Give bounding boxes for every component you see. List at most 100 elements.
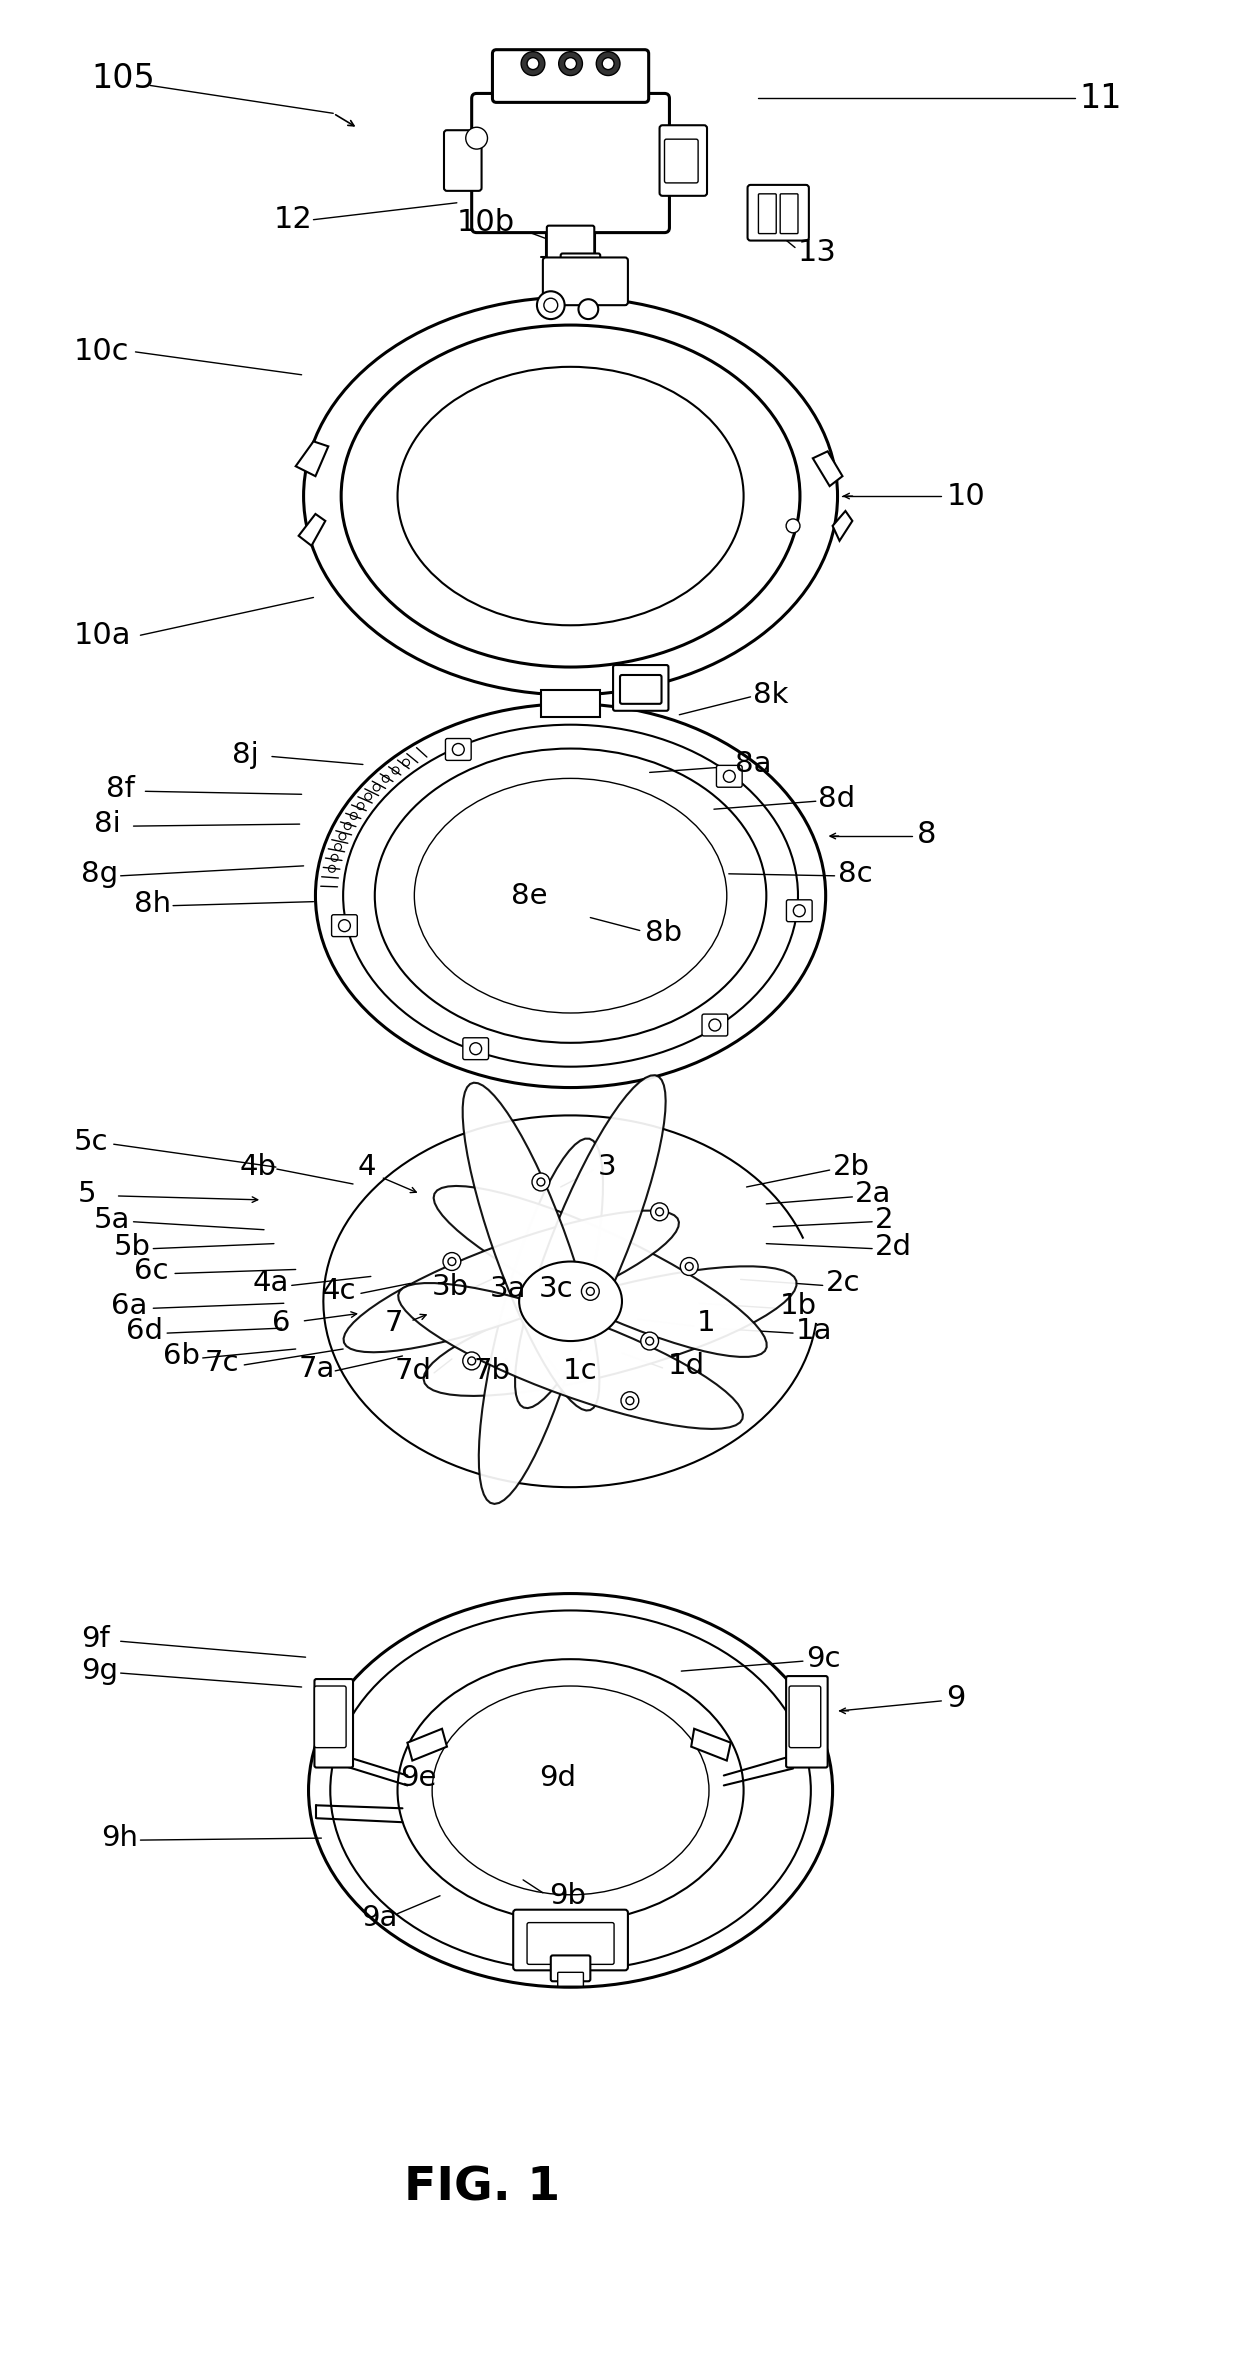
- Polygon shape: [343, 1212, 680, 1353]
- FancyBboxPatch shape: [558, 1972, 583, 1986]
- FancyBboxPatch shape: [786, 900, 812, 921]
- Circle shape: [641, 1332, 658, 1351]
- FancyBboxPatch shape: [780, 194, 799, 234]
- Circle shape: [651, 1202, 668, 1221]
- Text: 8: 8: [916, 820, 936, 848]
- Text: 105: 105: [91, 61, 155, 94]
- Circle shape: [448, 1257, 456, 1266]
- FancyBboxPatch shape: [445, 739, 471, 761]
- FancyBboxPatch shape: [547, 227, 594, 265]
- Text: 8k: 8k: [754, 680, 789, 709]
- FancyBboxPatch shape: [665, 139, 698, 182]
- Circle shape: [686, 1264, 693, 1271]
- Text: FIG. 1: FIG. 1: [403, 2166, 559, 2211]
- Circle shape: [537, 1179, 544, 1186]
- Text: 9c: 9c: [806, 1646, 841, 1672]
- FancyBboxPatch shape: [789, 1686, 821, 1748]
- Polygon shape: [691, 1729, 730, 1760]
- Circle shape: [339, 919, 351, 931]
- Circle shape: [466, 128, 487, 149]
- Text: 8c: 8c: [837, 860, 872, 888]
- Text: 9f: 9f: [81, 1625, 110, 1653]
- Circle shape: [453, 744, 464, 756]
- Text: 6a: 6a: [110, 1292, 148, 1320]
- Text: 6c: 6c: [134, 1257, 167, 1285]
- Polygon shape: [463, 1082, 599, 1410]
- FancyBboxPatch shape: [717, 765, 743, 787]
- Polygon shape: [299, 515, 325, 546]
- FancyBboxPatch shape: [513, 1911, 627, 1970]
- Text: 8i: 8i: [94, 810, 120, 839]
- FancyBboxPatch shape: [315, 1679, 353, 1767]
- Text: 8a: 8a: [735, 751, 771, 779]
- FancyBboxPatch shape: [492, 50, 649, 102]
- Circle shape: [537, 291, 564, 319]
- Circle shape: [532, 1174, 549, 1190]
- Text: 4c: 4c: [321, 1278, 356, 1306]
- FancyBboxPatch shape: [660, 125, 707, 196]
- Text: 6: 6: [272, 1309, 290, 1337]
- Text: 7d: 7d: [394, 1356, 432, 1384]
- Circle shape: [527, 57, 539, 68]
- Text: 8j: 8j: [232, 742, 259, 768]
- Ellipse shape: [308, 697, 833, 1096]
- Text: 9b: 9b: [549, 1883, 585, 1911]
- Polygon shape: [434, 1186, 766, 1356]
- Text: 5b: 5b: [114, 1233, 151, 1261]
- Polygon shape: [812, 451, 842, 487]
- FancyBboxPatch shape: [748, 184, 808, 241]
- Ellipse shape: [398, 366, 744, 626]
- Ellipse shape: [520, 1261, 622, 1342]
- Circle shape: [587, 1287, 594, 1294]
- Text: 2b: 2b: [832, 1153, 869, 1181]
- Circle shape: [521, 52, 544, 76]
- Circle shape: [470, 1042, 481, 1056]
- FancyBboxPatch shape: [315, 1686, 346, 1748]
- Text: 3: 3: [598, 1153, 616, 1181]
- Circle shape: [794, 905, 805, 916]
- Text: 8b: 8b: [645, 919, 682, 947]
- Circle shape: [463, 1351, 481, 1370]
- Text: 7a: 7a: [299, 1356, 335, 1382]
- FancyBboxPatch shape: [702, 1013, 728, 1037]
- Ellipse shape: [299, 1094, 842, 1509]
- Text: 1: 1: [697, 1309, 715, 1337]
- Text: 11: 11: [1080, 83, 1122, 116]
- Polygon shape: [479, 1138, 603, 1505]
- FancyBboxPatch shape: [551, 1956, 590, 1982]
- Circle shape: [646, 1337, 653, 1344]
- FancyBboxPatch shape: [759, 194, 776, 234]
- Text: 1b: 1b: [780, 1292, 817, 1320]
- Text: 8d: 8d: [817, 784, 854, 813]
- Text: 3c: 3c: [539, 1275, 574, 1304]
- Circle shape: [603, 57, 614, 68]
- Text: 8h: 8h: [134, 890, 171, 919]
- Ellipse shape: [299, 293, 842, 699]
- Circle shape: [656, 1207, 663, 1216]
- Text: 5: 5: [78, 1181, 97, 1207]
- Circle shape: [786, 520, 800, 534]
- Ellipse shape: [341, 326, 800, 666]
- Text: 4b: 4b: [239, 1153, 277, 1181]
- FancyBboxPatch shape: [560, 253, 600, 288]
- Polygon shape: [408, 1729, 446, 1760]
- Circle shape: [564, 57, 577, 68]
- Text: 10: 10: [946, 482, 985, 510]
- Text: 3b: 3b: [432, 1273, 469, 1301]
- FancyBboxPatch shape: [331, 914, 357, 938]
- Polygon shape: [541, 690, 600, 716]
- Circle shape: [626, 1396, 634, 1405]
- Text: 9: 9: [946, 1684, 966, 1712]
- FancyBboxPatch shape: [786, 1677, 827, 1767]
- Text: 10a: 10a: [74, 621, 131, 650]
- Polygon shape: [295, 442, 329, 477]
- Circle shape: [582, 1283, 599, 1301]
- Circle shape: [579, 300, 598, 319]
- Text: 8e: 8e: [511, 881, 548, 909]
- Circle shape: [596, 52, 620, 76]
- Text: 7: 7: [384, 1309, 403, 1337]
- Polygon shape: [832, 510, 852, 541]
- Text: 13: 13: [799, 239, 837, 267]
- Text: 9g: 9g: [81, 1658, 118, 1684]
- Text: 1c: 1c: [563, 1356, 598, 1384]
